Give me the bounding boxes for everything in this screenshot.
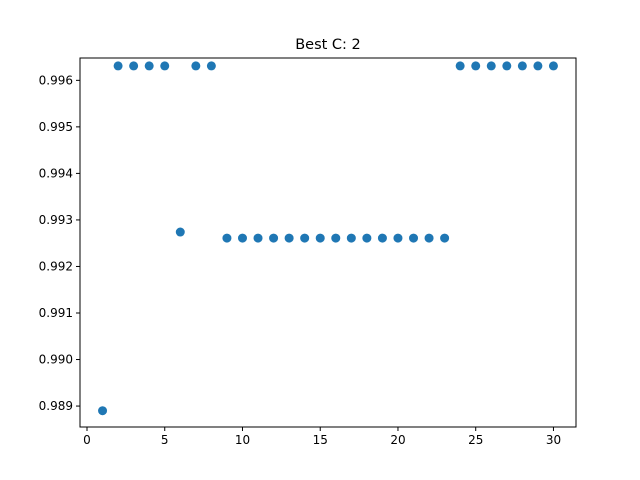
data-point <box>175 227 185 237</box>
x-tick-label: 5 <box>161 433 169 447</box>
data-point <box>393 233 403 243</box>
x-tick-label: 30 <box>546 433 561 447</box>
x-tick-label: 20 <box>390 433 405 447</box>
data-point <box>424 233 434 243</box>
y-tick-label: 0.992 <box>39 259 73 273</box>
y-axis: 0.989 0.990 0.991 0.992 0.993 0.994 0.995 0.996 <box>39 73 80 413</box>
data-point <box>222 233 232 243</box>
y-tick-label: 0.996 <box>39 73 73 87</box>
data-point <box>548 61 558 71</box>
data-point <box>362 233 372 243</box>
data-point <box>284 233 294 243</box>
y-tick-label: 0.991 <box>39 306 73 320</box>
data-point <box>113 61 123 71</box>
x-tick-label: 15 <box>313 433 328 447</box>
data-point <box>98 406 108 416</box>
data-point <box>300 233 310 243</box>
plot-frame <box>79 57 577 428</box>
data-points <box>98 61 558 416</box>
data-point <box>517 61 527 71</box>
data-point <box>144 61 154 71</box>
x-axis: 0 5 10 15 20 25 30 <box>83 427 561 447</box>
data-point <box>206 61 216 71</box>
data-point <box>331 233 341 243</box>
data-point <box>533 61 543 71</box>
data-point <box>191 61 201 71</box>
y-tick-label: 0.994 <box>39 166 73 180</box>
data-point <box>471 61 481 71</box>
x-tick-label: 0 <box>83 433 91 447</box>
y-tick-label: 0.993 <box>39 213 73 227</box>
x-tick-label: 25 <box>468 433 483 447</box>
y-tick-label: 0.995 <box>39 120 73 134</box>
y-tick-label: 0.990 <box>39 353 73 367</box>
data-point <box>377 233 387 243</box>
x-tick-label: 10 <box>235 433 250 447</box>
data-point <box>346 233 356 243</box>
y-tick-label: 0.989 <box>39 399 73 413</box>
data-point <box>253 233 263 243</box>
data-point <box>440 233 450 243</box>
data-point <box>160 61 170 71</box>
data-point <box>502 61 512 71</box>
data-point <box>237 233 247 243</box>
data-point <box>315 233 325 243</box>
chart-title: Best C: 2 <box>295 37 361 53</box>
data-point <box>409 233 419 243</box>
data-point <box>455 61 465 71</box>
data-point <box>129 61 139 71</box>
data-point <box>486 61 496 71</box>
data-point <box>269 233 279 243</box>
